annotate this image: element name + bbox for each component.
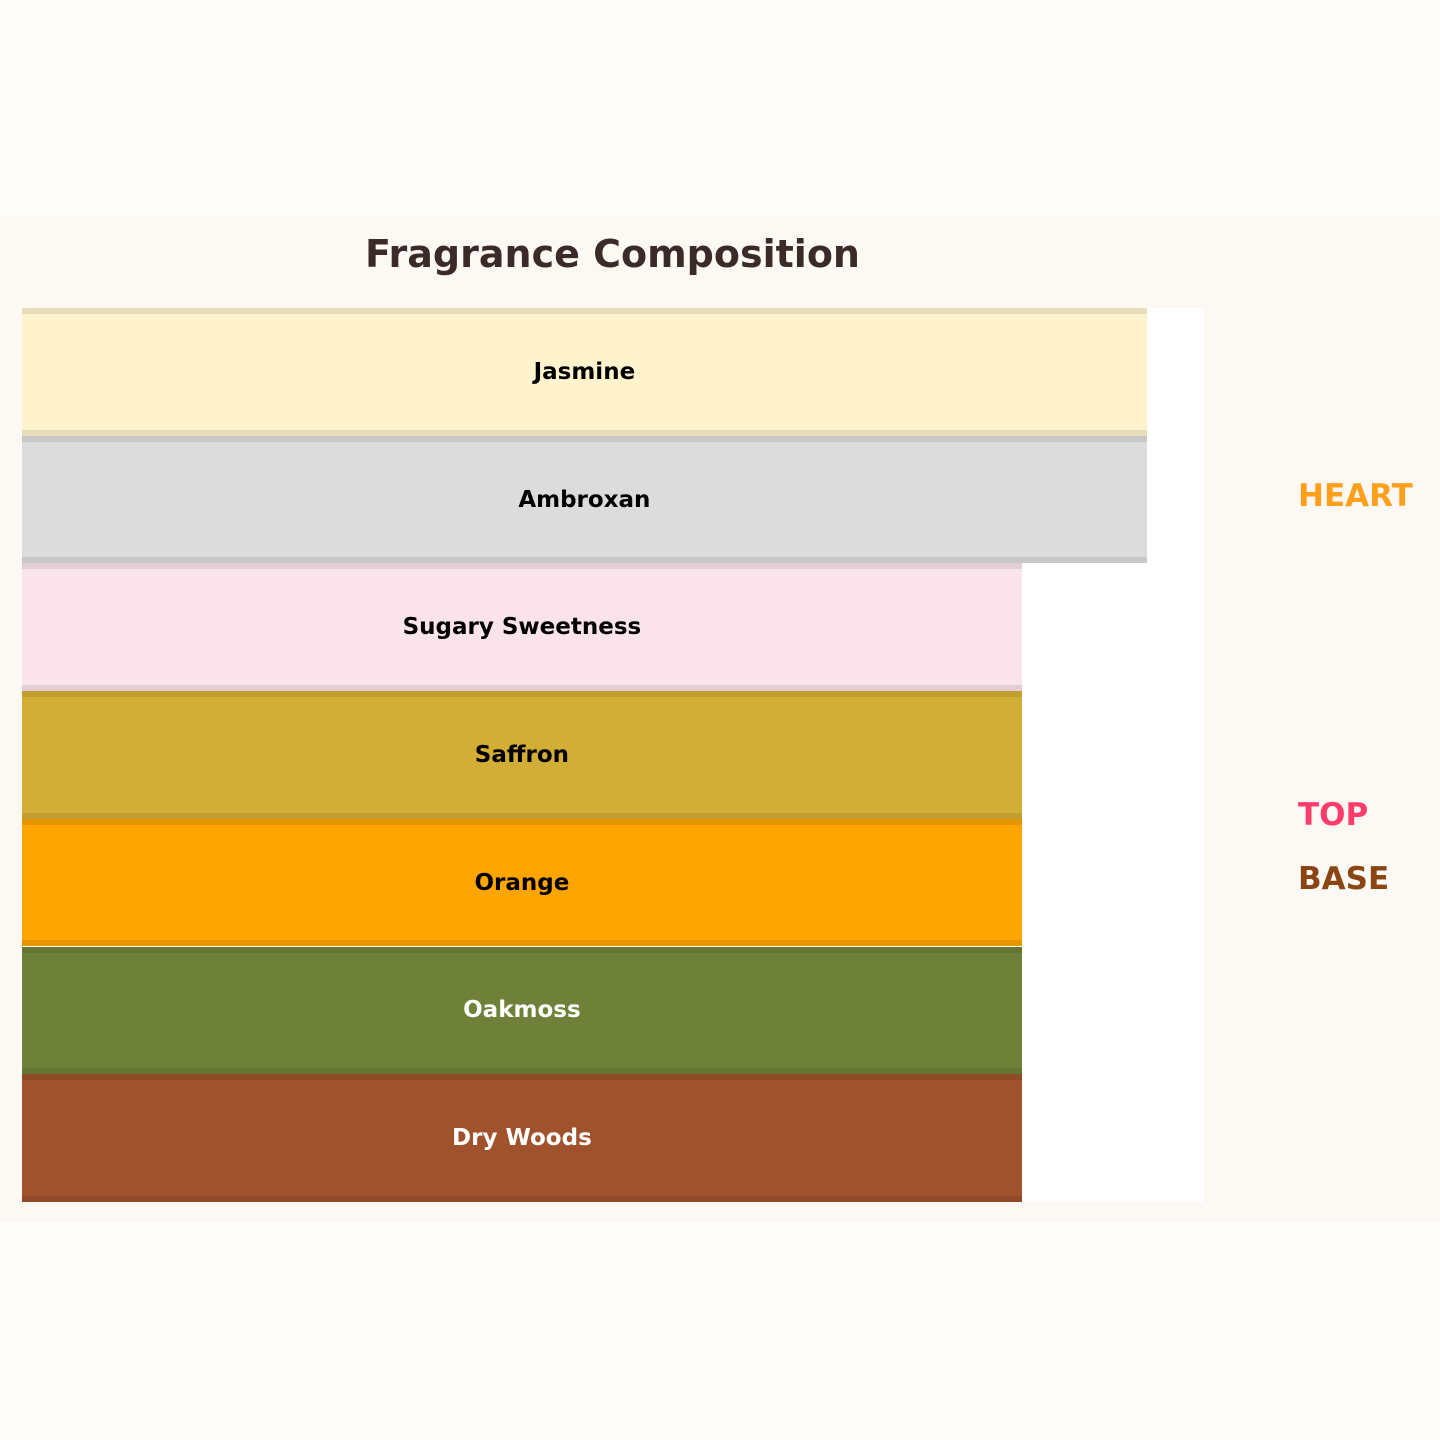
bar-saffron: Saffron [22,691,1022,819]
bar-label: Ambroxan [518,486,651,513]
bar-label: Jasmine [533,358,636,385]
bar-dry-woods: Dry Woods [22,1074,1022,1202]
stage-label-base: BASE [1298,861,1390,897]
bar-orange: Orange [22,818,1022,947]
stage-label-top: TOP [1298,797,1369,833]
bar-sugary-sweetness: Sugary Sweetness [22,563,1022,692]
bar-label: Dry Woods [452,1125,592,1152]
plot-area: Jasmine Ambroxan Sugary Sweetness Saffron Or… [22,308,1203,1202]
stage-label-heart: HEART [1298,478,1413,514]
bar-label: Saffron [474,741,570,768]
bar-oakmoss: Oakmoss [22,946,1022,1075]
bar-ambroxan: Ambroxan [22,435,1147,564]
bar-label: Orange [474,869,570,896]
bar-label: Oakmoss [463,997,581,1024]
bar-jasmine: Jasmine [22,308,1147,436]
chart-title: Fragrance Composition [365,232,860,276]
bar-label: Sugary Sweetness [402,614,642,641]
